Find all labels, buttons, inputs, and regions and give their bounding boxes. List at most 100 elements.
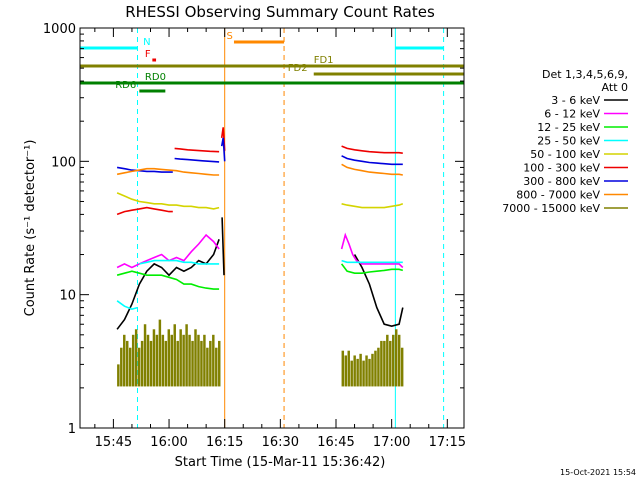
flag-label-f: F [145, 49, 151, 60]
series-8-bar-0-25 [191, 340, 194, 387]
series-8-bar-0-0 [117, 364, 120, 387]
legend-header-1: Att 0 [602, 81, 628, 94]
series-3 [116, 259, 403, 310]
x-tick-label-4: 16:45 [317, 435, 354, 450]
series-8-bar-1-0 [341, 350, 345, 387]
legend-label-0: 3 - 6 keV [551, 94, 600, 107]
x-tick-label-1: 16:00 [150, 435, 187, 450]
series-3-segment-2 [341, 259, 403, 264]
series-8-bar-1-19 [397, 334, 401, 387]
x-tick-label-0: 15:45 [95, 435, 132, 450]
series-8-bar-0-1 [120, 347, 123, 387]
flag-label-rd0: RD0 [145, 72, 166, 83]
series-8-bar-1-6 [359, 353, 362, 387]
series-8-bar-0-5 [131, 334, 135, 387]
series-8-bar-1-2 [347, 350, 350, 387]
series-8-bar-1-15 [386, 334, 389, 387]
flag-label-fd1: FD1 [314, 55, 334, 66]
x-tick-label-5: 17:00 [373, 435, 410, 450]
series-8-bar-0-4 [128, 347, 132, 387]
series-6-segment-0 [116, 166, 173, 173]
series-1-segment-1 [340, 232, 404, 269]
series-8-bar-0-24 [188, 334, 191, 387]
series-4-segment-0 [116, 192, 220, 210]
flag-label-fd2: FD2 [288, 63, 308, 74]
series-7-segment-0 [116, 167, 220, 176]
series-8-bar-0-16 [164, 340, 168, 387]
series-8-bar-1-18 [394, 329, 398, 387]
legend-header-0: Det 1,3,4,5,6,9, [542, 68, 628, 81]
series-8-bar-1-20 [400, 347, 404, 387]
series-8-bar-0-8 [140, 340, 144, 387]
series-8-bar-1-3 [350, 360, 353, 387]
series-8-bar-0-6 [134, 329, 138, 387]
series-0-segment-1 [221, 217, 225, 276]
series-8-bar-0-26 [194, 329, 197, 387]
series-8-bar-0-29 [203, 334, 206, 387]
series-6-segment-3 [341, 155, 403, 166]
y-axis: 1 10 100 1000 [43, 22, 464, 437]
series-5 [116, 127, 403, 216]
series-8-bar-0-12 [152, 329, 156, 387]
series-4 [116, 192, 404, 210]
flag-bars-layer: N S F FD1 FD2 RD0 RD6 [80, 31, 464, 93]
legend-label-2: 12 - 25 keV [537, 121, 600, 134]
legend-label-5: 100 - 300 keV [523, 162, 600, 175]
y-tick-label-0: 1 [68, 422, 76, 437]
legend-label-4: 50 - 100 keV [530, 148, 600, 161]
series-8-bar-1-11 [374, 350, 377, 387]
legend-label-1: 6 - 12 keV [544, 108, 600, 121]
plot-frame [79, 27, 465, 429]
series-8-bar-0-18 [170, 334, 173, 387]
y-tick-label-3: 1000 [43, 22, 76, 37]
series-6-segment-1 [174, 157, 220, 163]
series-8-bar-1-13 [380, 340, 383, 387]
flag-label-n: N [143, 37, 150, 48]
series-8-bar-1-4 [353, 355, 356, 387]
series-8-bar-0-23 [185, 324, 188, 387]
series-8-bar-1-16 [389, 340, 392, 387]
footer-timestamp: 15-Oct-2021 15:54 [560, 468, 636, 477]
x-tick-label-6: 17:15 [429, 435, 466, 450]
legend-label-7: 800 - 7000 keV [516, 189, 600, 202]
x-axis-label: Start Time (15-Mar-11 15:36:42) [175, 455, 386, 470]
y-axis-label: Count Rate (s⁻¹ detector⁻¹) [23, 140, 38, 317]
series-8-bar-1-8 [365, 355, 368, 387]
series-8-bar-0-30 [206, 347, 209, 387]
series-8-bar-0-34 [218, 340, 221, 387]
y-tick-label-1: 10 [59, 289, 76, 304]
legend-label-3: 25 - 50 keV [537, 135, 600, 148]
chart-title: RHESSI Observing Summary Count Rates [125, 3, 435, 21]
series-8 [117, 319, 404, 387]
series-7-segment-1 [341, 163, 403, 176]
series-8-bar-0-33 [215, 347, 218, 387]
x-tick-label-2: 16:15 [206, 435, 243, 450]
series-0-segment-2 [353, 254, 404, 328]
series-2-segment-1 [340, 263, 404, 275]
series-8-bar-0-31 [209, 340, 212, 387]
series-5-segment-1 [174, 147, 220, 153]
series-8-bar-1-5 [356, 358, 359, 387]
series-2 [116, 263, 404, 290]
series-2-segment-0 [116, 270, 220, 290]
series-5-segment-3 [341, 145, 403, 154]
series-layer [116, 127, 404, 387]
series-8-bar-1-9 [368, 358, 371, 387]
flag-label-rd6: RD6 [115, 80, 136, 91]
series-8-bar-0-15 [161, 334, 165, 387]
series-8-bar-0-7 [137, 347, 141, 387]
series-8-bar-0-13 [155, 334, 159, 387]
series-8-bar-0-14 [158, 319, 162, 387]
series-8-bar-0-3 [126, 340, 129, 387]
series-7 [116, 163, 403, 176]
series-8-bar-0-2 [123, 334, 126, 387]
series-8-bar-0-22 [182, 334, 185, 387]
series-8-bar-0-10 [146, 334, 150, 387]
legend-label-8: 7000 - 15000 keV [502, 202, 600, 215]
series-8-bar-0-20 [176, 340, 179, 387]
series-8-bar-0-19 [173, 324, 176, 387]
series-4-segment-1 [341, 203, 404, 209]
